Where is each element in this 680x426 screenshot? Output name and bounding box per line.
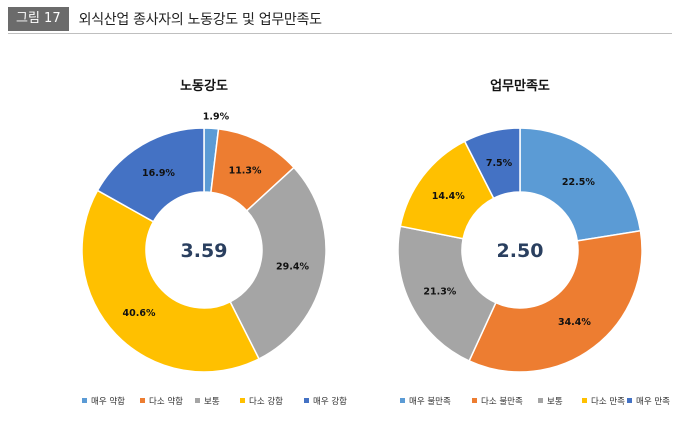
legend-label: 다소 만족 xyxy=(591,397,625,407)
slice-value-label: 40.6% xyxy=(123,308,156,319)
donut-slice xyxy=(229,166,327,360)
donut-slice xyxy=(397,225,497,362)
center-mean-value: 3.59 xyxy=(181,240,228,262)
slice-value-label: 21.3% xyxy=(423,286,456,297)
legend-label: 매우 강함 xyxy=(313,396,347,407)
donut-chart-1: 노동강도 1.9% 11.3% 29.4% 40.6% 16.9% 3.59 매우 약함 다소 … xyxy=(81,78,347,407)
legend-swatch xyxy=(240,398,245,403)
chart-legend: 매우 약함 다소 약함 보통 다소 강함 매우 강함 xyxy=(82,396,347,407)
center-mean-value: 2.50 xyxy=(497,240,544,262)
figure-number-badge: 그림 17 xyxy=(8,7,69,31)
legend-swatch xyxy=(140,398,145,403)
donut-slice xyxy=(96,127,205,223)
slice-value-label: 11.3% xyxy=(229,165,262,176)
chart-title: 노동강도 xyxy=(180,78,228,94)
figure-title: 외식산업 종사자의 노동강도 및 업무만족도 xyxy=(78,12,322,28)
donut-slice xyxy=(519,127,642,242)
slice-value-label: 14.4% xyxy=(432,191,465,202)
legend-label: 매우 만족 xyxy=(636,397,670,407)
legend-swatch xyxy=(82,398,87,403)
legend-label: 매우 약함 xyxy=(91,396,125,407)
slice-value-label: 1.9% xyxy=(203,112,230,123)
slice-value-label: 16.9% xyxy=(142,168,175,179)
legend-swatch xyxy=(472,398,477,403)
legend-label: 매우 불만족 xyxy=(409,396,451,407)
slice-value-label: 34.4% xyxy=(558,317,591,328)
legend-label: 다소 불만족 xyxy=(481,396,523,407)
figure-header: 그림 17 외식산업 종사자의 노동강도 및 업무만족도 xyxy=(8,7,322,31)
legend-label: 다소 약함 xyxy=(149,396,183,407)
legend-label: 다소 강함 xyxy=(249,396,283,407)
donut-slice xyxy=(463,127,521,200)
donut-slice xyxy=(468,229,643,373)
slice-value-label: 7.5% xyxy=(486,158,513,169)
legend-label: 보통 xyxy=(547,397,563,407)
slice-value-label: 29.4% xyxy=(276,262,309,273)
chart-title: 업무만족도 xyxy=(490,78,550,94)
slice-value-label: 22.5% xyxy=(562,177,595,188)
donut-chart-2: 업무만족도 22.5% 34.4% 21.3% 14.4% 7.5% 2.50 매우 불만족 다… xyxy=(397,78,670,407)
legend-swatch xyxy=(400,398,405,403)
legend-swatch xyxy=(195,398,200,403)
legend-swatch xyxy=(304,398,309,403)
donut-slice xyxy=(81,189,261,373)
legend-label: 보통 xyxy=(204,397,220,407)
legend-swatch xyxy=(582,398,587,403)
chart-legend: 매우 불만족 다소 불만족 보통 다소 만족 매우 만족 xyxy=(400,396,670,407)
header-divider xyxy=(8,33,672,34)
legend-swatch xyxy=(627,398,632,403)
legend-swatch xyxy=(538,398,543,403)
